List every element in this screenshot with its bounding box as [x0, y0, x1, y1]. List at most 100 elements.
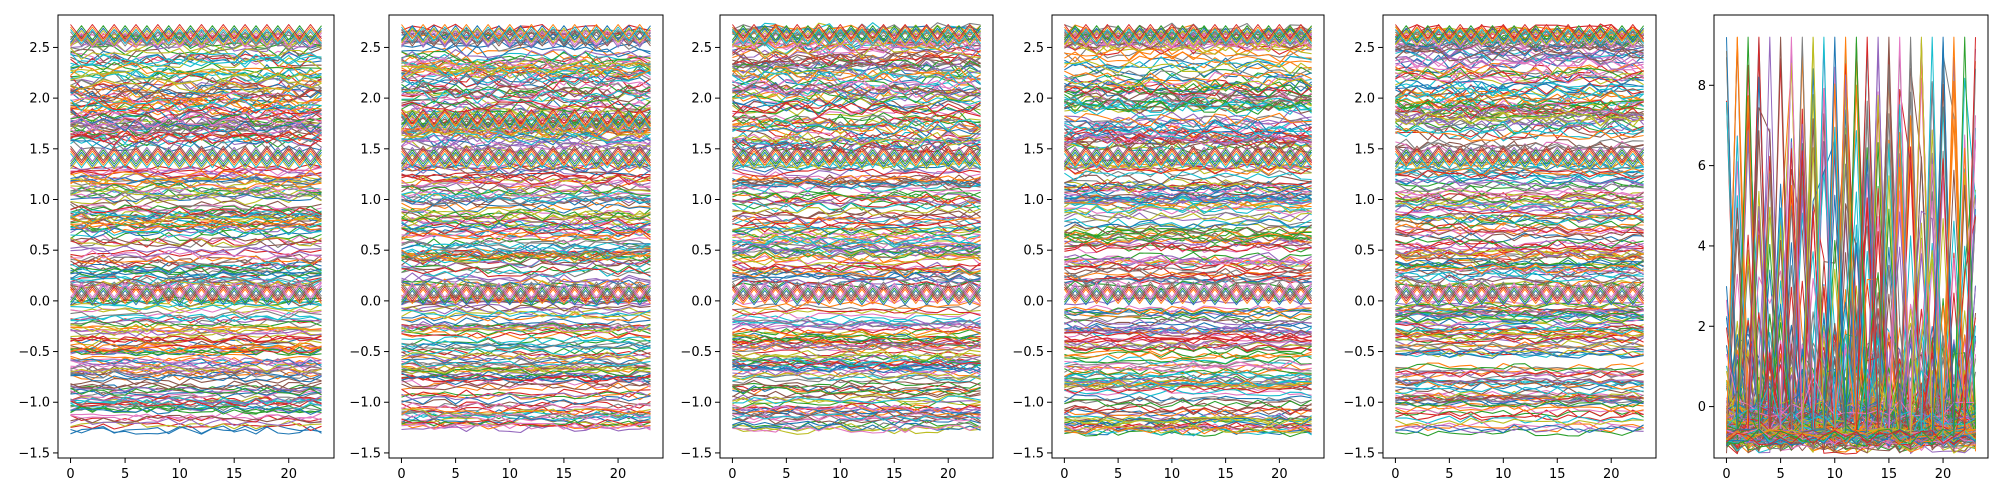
series-line [732, 252, 981, 264]
series-line [1395, 281, 1644, 297]
axes-frame [57, 14, 335, 459]
series-line [70, 395, 322, 405]
series-line [1395, 214, 1644, 225]
series-line [732, 190, 981, 202]
series-line [70, 390, 322, 400]
series-line [70, 30, 322, 46]
series-line [1395, 142, 1644, 155]
series-line [1064, 271, 1312, 282]
series-line [401, 303, 651, 312]
series-line [1395, 350, 1644, 359]
series-line [1064, 267, 1312, 279]
series-line [70, 189, 322, 200]
series-line [401, 109, 651, 125]
series-line [401, 411, 651, 420]
series-line [401, 128, 651, 143]
subplot-6: 0 5 10 15 20 0 2 4 6 8 [1698, 14, 1989, 482]
subplot-3: 0 5 10 15 20 −1.5 −1.0 −0.5 0.0 0.5 1.0 1.5 2.0 2.5 [680, 14, 994, 482]
series-line [70, 329, 322, 339]
series-line [1064, 234, 1312, 246]
series-line [732, 408, 981, 418]
series-line [732, 207, 981, 217]
series-line [732, 325, 981, 335]
series-line [732, 218, 981, 228]
series-line [70, 297, 322, 307]
series-line [401, 286, 651, 302]
series-line [1395, 169, 1644, 180]
series-line [1064, 271, 1312, 283]
series-line [1064, 290, 1312, 306]
series-line [732, 351, 981, 361]
series-line [732, 425, 981, 435]
series-line [1395, 32, 1644, 48]
series-line [732, 26, 981, 42]
series-line [1395, 247, 1644, 259]
series-line [1395, 146, 1644, 163]
series-line [70, 380, 322, 390]
series-line [70, 125, 322, 138]
series-line [1064, 197, 1312, 208]
series-line [401, 230, 651, 242]
series-line [1064, 364, 1312, 373]
series-line [1395, 263, 1644, 274]
series-line [1064, 329, 1312, 338]
subplot-2: 0 5 10 15 20 −1.5 −1.0 −0.5 0.0 0.5 1.0 1.5 2.0 2.5 [349, 14, 664, 482]
series-line [401, 85, 651, 100]
y-tick-label: 2.0 [691, 92, 712, 107]
series-line [1395, 249, 1644, 262]
series-line [1395, 376, 1644, 385]
series-line [732, 27, 981, 43]
series-line [732, 28, 981, 45]
series-line [70, 377, 322, 386]
series-line [1395, 282, 1644, 298]
series-line [732, 24, 981, 40]
series-line [401, 357, 651, 367]
series-line [1064, 355, 1312, 365]
series-line [732, 32, 981, 48]
y-tick-label: 0.0 [691, 294, 712, 309]
series-line [70, 208, 322, 220]
series-line [401, 378, 651, 388]
series-line [1064, 160, 1312, 171]
series-line [401, 364, 651, 374]
series-line [1395, 424, 1644, 434]
y-tick-label: 2.5 [691, 41, 712, 56]
x-tick-label: 15 [1881, 467, 1898, 482]
y-tick-label: −0.5 [680, 345, 712, 360]
series-line [1395, 100, 1644, 115]
series-line [401, 347, 651, 356]
x-tick-label: 5 [1114, 467, 1122, 482]
series-line [1395, 205, 1644, 215]
x-tick-label: 20 [1935, 467, 1952, 482]
y-tick-label: 6 [1698, 159, 1706, 174]
series-line [1395, 200, 1644, 211]
series-line [732, 177, 981, 189]
y-tick-label: 0.0 [29, 294, 50, 309]
series-line [732, 83, 981, 98]
axes-frame [719, 14, 994, 459]
series-line [732, 102, 981, 118]
axes-frame [1382, 14, 1657, 459]
series-line [401, 415, 651, 425]
series-line [70, 348, 322, 357]
series-line [70, 97, 322, 112]
series-line [1395, 48, 1644, 62]
series-line [401, 100, 651, 114]
series-line [1064, 342, 1312, 352]
series-line [1395, 69, 1644, 84]
series-line [70, 136, 322, 152]
series-line [1064, 345, 1312, 355]
x-tick-label: 15 [226, 467, 243, 482]
series-line [1064, 136, 1312, 152]
series-line [70, 223, 322, 235]
y-tick-label: 0.5 [29, 244, 50, 259]
series-line [1395, 301, 1644, 311]
series-line [732, 80, 981, 94]
series-line [401, 272, 651, 284]
series-line [401, 57, 651, 71]
series-line [401, 202, 651, 214]
series-line [401, 239, 651, 250]
series-line [732, 318, 981, 328]
series-line [1064, 203, 1312, 215]
series-line [1395, 259, 1644, 270]
